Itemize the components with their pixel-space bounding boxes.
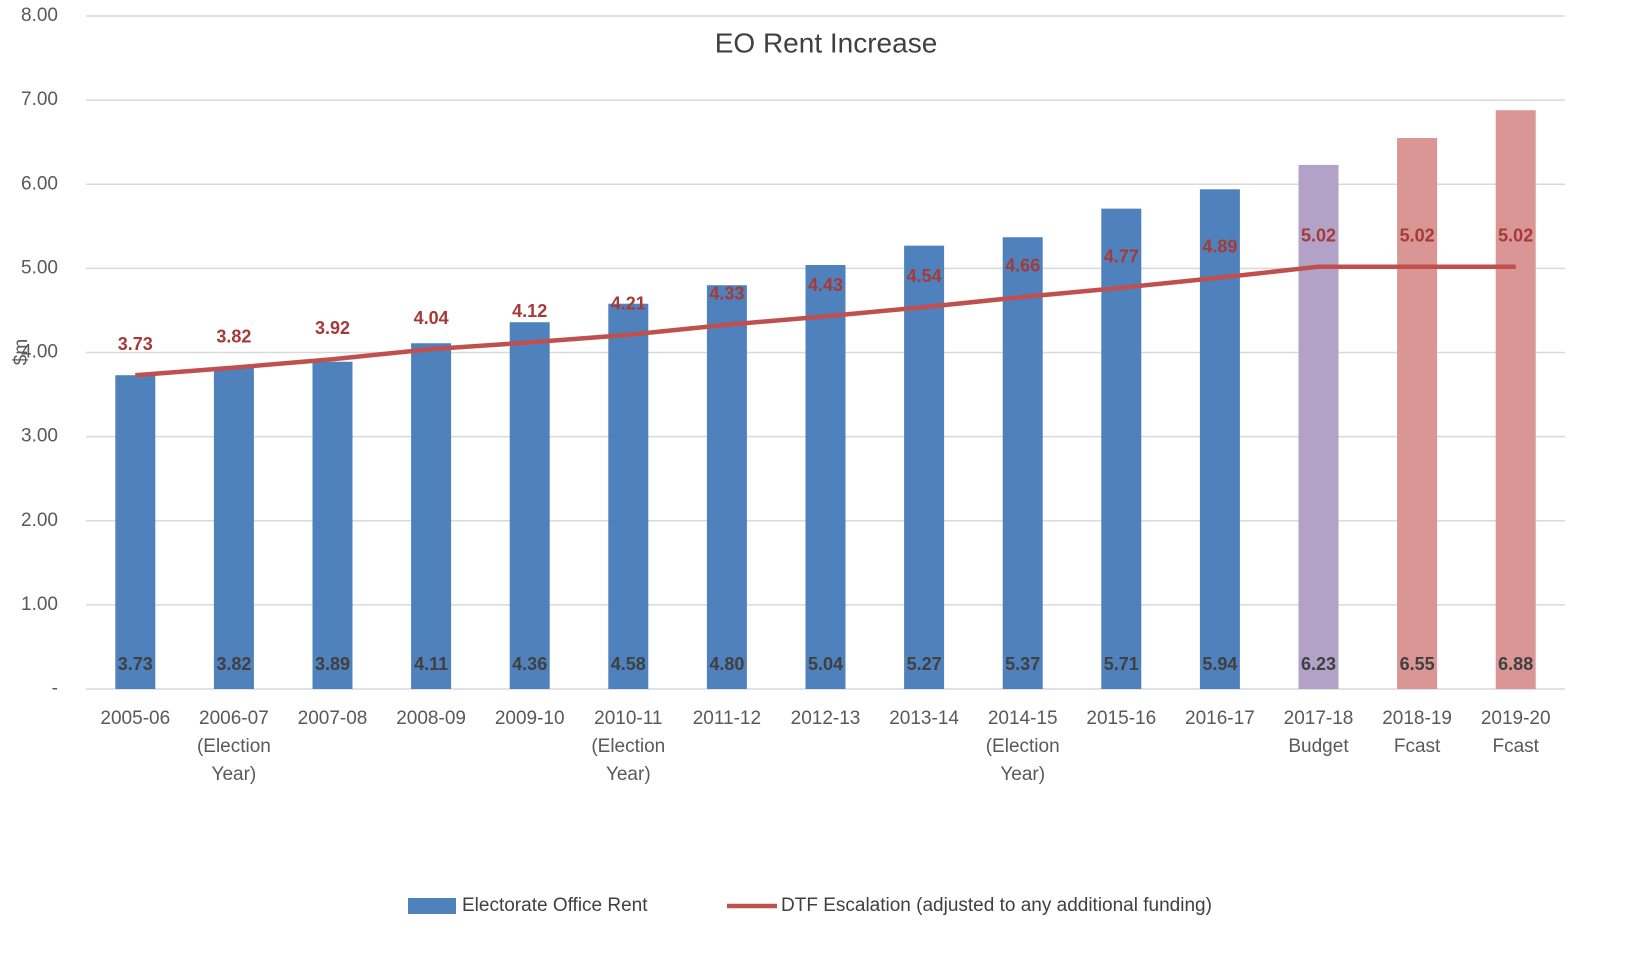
x-tick-label: 2005-06 — [100, 708, 170, 729]
bar — [1298, 164, 1339, 689]
bar-value-label: 4.80 — [709, 654, 744, 674]
y-tick-label: 2.00 — [21, 510, 58, 531]
x-tick-label: 2013-14 — [889, 708, 959, 729]
bar-value-label: 4.36 — [512, 654, 547, 674]
legend-swatch — [408, 898, 456, 914]
x-tick-label: 2018-19 Fcast — [1382, 708, 1452, 757]
x-tick-label: 2015-16 — [1086, 708, 1156, 729]
y-tick-label: 4.00 — [21, 342, 58, 363]
bar — [706, 285, 747, 689]
x-tick-label: 2016-17 — [1185, 708, 1255, 729]
line-value-label: 5.02 — [1400, 225, 1435, 245]
bar — [509, 322, 550, 689]
line-value-label: 4.12 — [512, 301, 547, 321]
bar-value-label: 3.73 — [118, 654, 153, 674]
line-value-label: 4.66 — [1005, 256, 1040, 276]
y-tick-label: 5.00 — [21, 257, 58, 278]
bar — [608, 303, 649, 689]
line — [135, 264, 1516, 378]
line-value-label: 4.33 — [709, 283, 744, 303]
bar-value-label: 5.94 — [1202, 654, 1237, 674]
x-tick-label: 2017-18 Budget — [1284, 708, 1354, 757]
bar — [1199, 189, 1240, 690]
bar-value-label: 5.37 — [1005, 654, 1040, 674]
x-tick-label: 2014-15 (Election Year) — [986, 708, 1060, 785]
line-value-label: 5.02 — [1301, 225, 1336, 245]
bar — [904, 245, 945, 689]
bar — [115, 375, 156, 689]
x-tick-label: 2011-12 — [693, 708, 761, 729]
bar-value-label: 6.23 — [1301, 654, 1336, 674]
line-value-label: 4.21 — [611, 294, 646, 314]
x-tick-label: 2019-20 Fcast — [1481, 708, 1551, 757]
legend-label: DTF Escalation (adjusted to any addition… — [781, 895, 1212, 916]
y-tick-label: 6.00 — [21, 173, 58, 194]
bar — [411, 343, 452, 689]
bar-value-label: 5.27 — [907, 654, 942, 674]
line-value-label: 3.92 — [315, 318, 350, 338]
bar-value-label: 6.88 — [1498, 654, 1533, 674]
y-tick-label: 1.00 — [21, 594, 58, 615]
bar-value-label: 3.82 — [216, 654, 251, 674]
line-value-label: 4.54 — [907, 266, 942, 286]
line-value-label: 5.02 — [1498, 225, 1533, 245]
bar — [213, 367, 254, 689]
bar — [312, 361, 353, 689]
y-tick-label: 3.00 — [21, 426, 58, 447]
line-value-label: 3.82 — [216, 326, 251, 346]
bar — [1397, 137, 1438, 689]
y-axis-label: $m — [11, 339, 32, 365]
line-value-label: 3.73 — [118, 334, 153, 354]
y-tick-label: 7.00 — [21, 89, 58, 110]
x-tick-label: 2010-11 (Election Year) — [591, 708, 665, 785]
line-value-label: 4.04 — [414, 308, 449, 328]
bar-value-label: 3.89 — [315, 654, 350, 674]
bar — [805, 265, 846, 689]
y-tick-label: 8.00 — [21, 5, 58, 26]
line-value-label: 4.77 — [1104, 246, 1139, 266]
line-value-label: 4.43 — [808, 275, 843, 295]
bar-value-label: 4.58 — [611, 654, 646, 674]
chart-title: EO Rent Increase — [715, 27, 938, 58]
bar — [1002, 237, 1043, 689]
x-tick-label: 2012-13 — [791, 708, 861, 729]
y-tick-label: - — [52, 678, 58, 699]
x-tick-label: 2006-07 (Election Year) — [197, 708, 271, 785]
bar-value-label: 6.55 — [1400, 654, 1435, 674]
bar-value-label: 4.11 — [414, 654, 448, 674]
legend-label: Electorate Office Rent — [462, 895, 648, 916]
x-tick-label: 2007-08 — [298, 708, 368, 729]
bar-value-label: 5.71 — [1104, 654, 1139, 674]
x-tick-label: 2009-10 — [495, 708, 565, 729]
x-tick-label: 2008-09 — [396, 708, 466, 729]
bar — [1495, 110, 1536, 690]
bar — [1101, 208, 1142, 690]
line-value-label: 4.89 — [1202, 236, 1237, 256]
bar-value-label: 5.04 — [808, 654, 843, 674]
